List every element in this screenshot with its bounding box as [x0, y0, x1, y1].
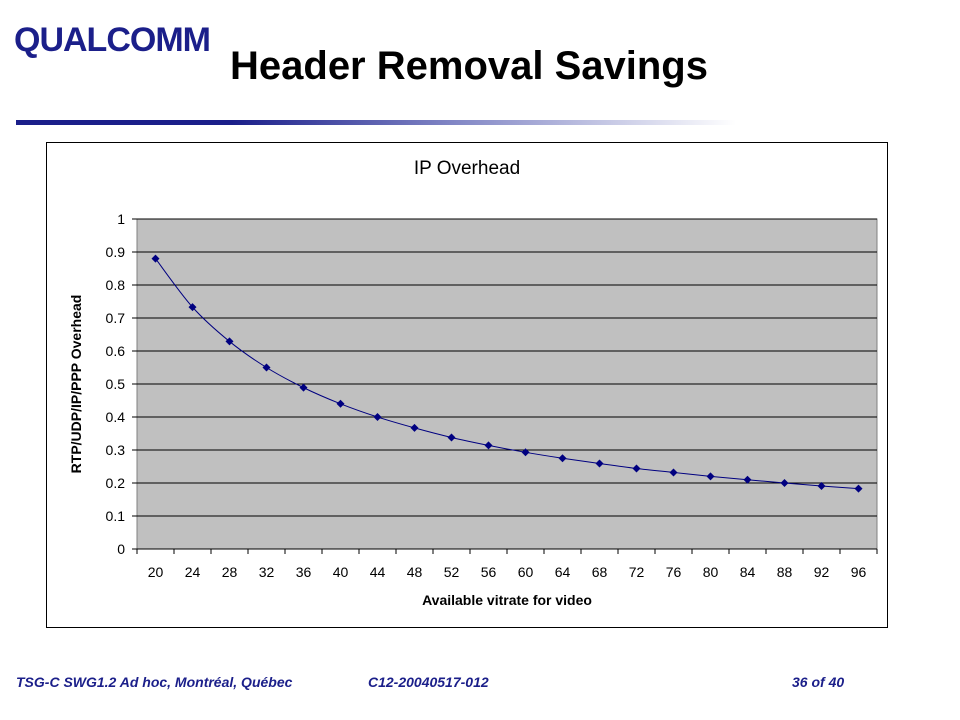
x-tick-label: 40: [333, 564, 349, 580]
y-tick-label: 1: [117, 211, 125, 227]
x-tick-label: 88: [777, 564, 793, 580]
x-tick-label: 56: [481, 564, 497, 580]
data-point: [632, 464, 641, 473]
data-points: [151, 254, 863, 493]
data-point: [780, 479, 789, 487]
data-point: [595, 459, 604, 468]
x-tick-label: 80: [703, 564, 719, 580]
data-point: [225, 337, 234, 346]
y-tick-label: 0.3: [106, 442, 126, 458]
x-tick-label: 28: [222, 564, 238, 580]
x-tick-label: 20: [148, 564, 164, 580]
x-tick-labels: 20 24 28 32 36 40 44 48 52 56 60 64 68 72 76 80 84 88 92 96: [148, 564, 867, 580]
y-tick-label: 0.4: [106, 409, 126, 425]
footer-page-number: 36 of 40: [792, 674, 845, 690]
data-point: [669, 468, 678, 477]
x-tick-label: 44: [370, 564, 386, 580]
x-tick-label: 76: [666, 564, 682, 580]
ip-overhead-chart: IP Overhead 0 0.1 0.2 0.3 0.4 0.5 0.6 0.7 0.8 0.9…: [68, 158, 878, 608]
data-point: [743, 475, 752, 484]
x-tick-label: 64: [555, 564, 571, 580]
y-tick-labels: 0 0.1 0.2 0.3 0.4 0.5 0.6 0.7 0.8 0.9 1: [106, 211, 126, 557]
data-point: [817, 481, 826, 490]
data-point: [558, 454, 567, 463]
data-point: [447, 433, 456, 442]
data-point: [188, 303, 197, 312]
y-tick-label: 0.2: [106, 475, 126, 491]
data-point: [336, 399, 345, 408]
y-tick-label: 0.6: [106, 343, 126, 359]
data-point: [854, 484, 863, 493]
x-axis-label: Available vitrate for video: [422, 592, 592, 608]
footer-doc-id: C12-20040517-012: [368, 674, 489, 690]
logo-text: QUALCOMM: [14, 20, 211, 59]
title-underline: [16, 120, 736, 125]
chart-title: IP Overhead: [414, 158, 520, 179]
y-tick-label: 0.9: [106, 244, 126, 260]
x-tick-label: 36: [296, 564, 312, 580]
y-tick-label: 0.7: [106, 310, 126, 326]
x-tick-label: 60: [518, 564, 534, 580]
chart-frame: IP Overhead 0 0.1 0.2 0.3 0.4 0.5 0.6 0.7 0.8 0.9…: [46, 142, 888, 628]
y-tick-label: 0.1: [106, 508, 126, 524]
y-tick-label: 0.8: [106, 277, 126, 293]
y-tick-label: 0.5: [106, 376, 126, 392]
slide-title: Header Removal Savings: [230, 44, 708, 88]
data-point: [151, 254, 160, 263]
x-tick-label: 52: [444, 564, 460, 580]
x-tick-label: 32: [259, 564, 275, 580]
data-point: [299, 383, 308, 392]
x-tick-label: 96: [851, 564, 867, 580]
data-point: [521, 448, 530, 457]
data-point: [262, 363, 271, 372]
gridlines: [132, 218, 878, 554]
footer-meeting: TSG-C SWG1.2 Ad hoc, Montréal, Québec: [16, 674, 293, 690]
x-tick-label: 68: [592, 564, 608, 580]
data-point: [410, 423, 419, 432]
qualcomm-logo: QUALCOMM: [14, 12, 211, 68]
y-tick-label: 0: [117, 541, 125, 557]
x-tick-label: 92: [814, 564, 830, 580]
x-tick-label: 72: [629, 564, 645, 580]
x-tick-label: 24: [185, 564, 201, 580]
x-tick-label: 48: [407, 564, 423, 580]
data-point: [484, 441, 493, 450]
y-axis-label: RTP/UDP/IP/PPP Overhead: [68, 295, 84, 474]
data-point: [706, 472, 715, 481]
data-point: [373, 413, 382, 421]
x-tick-label: 84: [740, 564, 756, 580]
